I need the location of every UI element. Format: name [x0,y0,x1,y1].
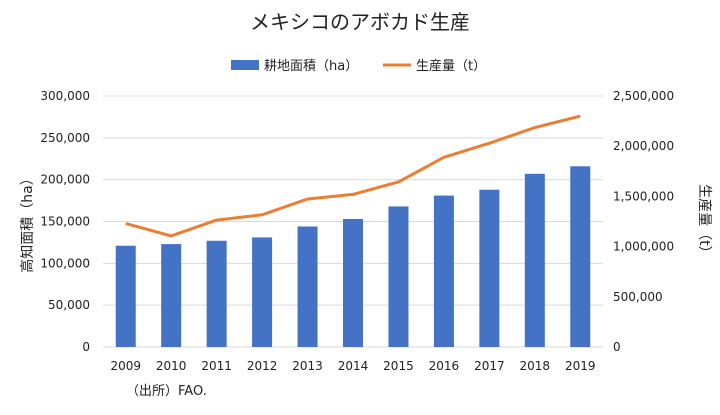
bar-2019 [570,166,591,347]
x-tick-label: 2011 [201,359,232,373]
y-right-tick-label: 2,500,000 [613,89,674,103]
y-axis-right-label: 生産量（t） [696,184,712,260]
y-right-tick-label: 500,000 [613,290,663,304]
x-tick-label: 2013 [292,359,323,373]
y-right-tick-label: 2,000,000 [613,139,674,153]
bar-2012 [252,237,273,347]
legend-label-production: 生産量（t） [416,58,486,74]
y-left-tick-label: 150,000 [40,215,90,229]
x-tick-label: 2014 [338,359,369,373]
bar-2018 [524,173,545,347]
source-note: （出所）FAO. [126,384,207,399]
y-left-tick-label: 50,000 [48,298,90,312]
x-tick-label: 2009 [110,359,141,373]
y-axis-left-label: 高知面積（ha） [19,171,36,272]
y-left-tick-label: 200,000 [40,173,90,187]
line-production-path [125,114,581,238]
x-tick-label: 2010 [156,359,187,373]
y-right-tick-label: 1,500,000 [613,189,674,203]
y-right-tick-label: 0 [613,340,621,354]
y-left-tick-label: 250,000 [40,131,90,145]
y-right-tick-label: 1,000,000 [613,240,674,254]
x-tick-label: 2017 [474,359,505,373]
x-tick-label: 2015 [383,359,414,373]
y-left-tick-label: 300,000 [40,89,90,103]
bar-2013 [297,226,318,347]
bar-2016 [433,195,454,347]
y-left-tick-label: 0 [82,340,90,354]
bar-2017 [479,189,500,347]
legend-label-area: 耕地面積（ha） [264,58,358,74]
legend: 耕地面積（ha） 生産量（t） [231,58,486,74]
bar-2015 [388,206,409,347]
bar-2010 [161,244,182,347]
y-axis-left: 0 50,000 100,000 150,000 200,000 250,000 300,0… [40,89,90,354]
x-tick-label: 2018 [520,359,551,373]
x-tick-label: 2019 [565,359,596,373]
x-axis: 2009 2010 2011 2012 2013 2014 2015 2016 2017 2018… [110,359,595,373]
bar-2009 [115,245,136,347]
y-left-tick-label: 100,000 [40,256,90,270]
line-production [125,114,581,238]
bar-2014 [343,218,363,347]
legend-swatch-area [231,60,259,70]
x-tick-label: 2016 [429,359,460,373]
x-tick-label: 2012 [247,359,278,373]
bar-2011 [206,240,227,347]
y-axis-right: 0 500,000 1,000,000 1,500,000 2,000,000 2,500… [613,89,674,354]
bars-area [115,166,591,347]
chart-title: メキシコのアボカド生産 [250,10,470,34]
